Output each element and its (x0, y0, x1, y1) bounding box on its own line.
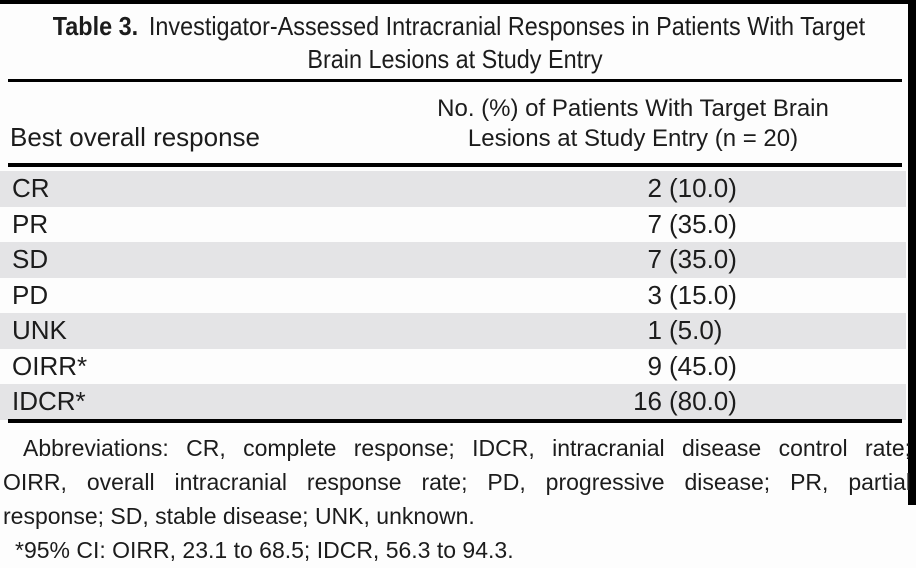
row-percent: (35.0) (669, 208, 737, 239)
rule-below-body (8, 419, 902, 423)
table-number-label: Table 3. (52, 11, 139, 41)
row-value: 3 (15.0) (576, 278, 737, 314)
abbreviations-line2: OIRR, overall intracranial response rate… (3, 469, 911, 495)
column-header-patients-line1: No. (%) of Patients With Target Brain (437, 95, 829, 122)
table-title-line1: Table 3. Investigator-Assessed Intracrani… (52, 10, 865, 43)
row-percent: (45.0) (669, 350, 737, 381)
table-title-text: Investigator-Assessed Intracranial Respo… (148, 11, 866, 41)
table-row-cr: CR 2 (10.0) (0, 171, 906, 207)
row-count: 16 (633, 386, 662, 417)
table-body: CR 2 (10.0) PR 7 (35.0) SD 7 (35.0) PD 3 (15… (0, 171, 906, 420)
table-title: Table 3. Investigator-Assessed Intracrani… (8, 10, 902, 76)
row-label: IDCR* (12, 386, 86, 417)
row-count: 7 (647, 244, 662, 275)
right-edge-scan-bar (908, 0, 916, 505)
row-count: 9 (647, 350, 662, 381)
row-percent: (15.0) (669, 279, 737, 310)
table-row-pr: PR 7 (35.0) (0, 207, 906, 243)
row-count: 7 (647, 208, 662, 239)
row-count: 2 (647, 173, 662, 204)
row-label: UNK (12, 315, 67, 346)
table-row-unk: UNK 1 (5.0) (0, 313, 906, 349)
row-percent: (80.0) (669, 386, 737, 417)
abbreviations-line3: response; SD, stable disease; UNK, unkno… (3, 503, 475, 529)
top-border-line (0, 0, 916, 4)
rule-below-title (8, 79, 902, 82)
table-row-sd: SD 7 (35.0) (0, 242, 906, 278)
confidence-interval-footnote: *95% CI: OIRR, 23.1 to 68.5; IDCR, 56.3 … (15, 537, 514, 563)
row-value: 16 (80.0) (576, 384, 737, 420)
row-count: 3 (647, 279, 662, 310)
row-label: SD (12, 244, 49, 275)
table-row-oirr: OIRR* 9 (45.0) (0, 349, 906, 385)
row-value: 7 (35.0) (576, 242, 737, 278)
table-row-idcr: IDCR* 16 (80.0) (0, 384, 906, 420)
row-label: PR (12, 208, 49, 239)
table-footnotes: Abbreviations: CR, complete response; ID… (3, 431, 911, 567)
row-percent: (10.0) (669, 173, 737, 204)
row-label: OIRR* (12, 350, 88, 381)
table-title-line2: Brain Lesions at Study Entry (307, 44, 603, 74)
abbreviations-line1: Abbreviations: CR, complete response; ID… (23, 435, 911, 461)
row-value: 2 (10.0) (576, 171, 737, 207)
row-percent: (5.0) (669, 315, 723, 346)
row-label: PD (12, 279, 49, 310)
rule-below-header (8, 163, 902, 167)
column-header-best-overall-response: Best overall response (10, 122, 261, 152)
table-row-pd: PD 3 (15.0) (0, 278, 906, 314)
row-value: 1 (5.0) (576, 313, 723, 349)
row-value: 7 (35.0) (576, 207, 737, 243)
column-header-patients: No. (%) of Patients With Target Brain Le… (360, 94, 906, 156)
row-value: 9 (45.0) (576, 349, 737, 385)
column-header-patients-line2: Lesions at Study Entry (n = 20) (467, 125, 799, 152)
row-count: 1 (647, 315, 662, 346)
column-headers: Best overall response No. (%) of Patient… (10, 90, 906, 156)
row-percent: (35.0) (669, 244, 737, 275)
row-label: CR (12, 173, 50, 204)
